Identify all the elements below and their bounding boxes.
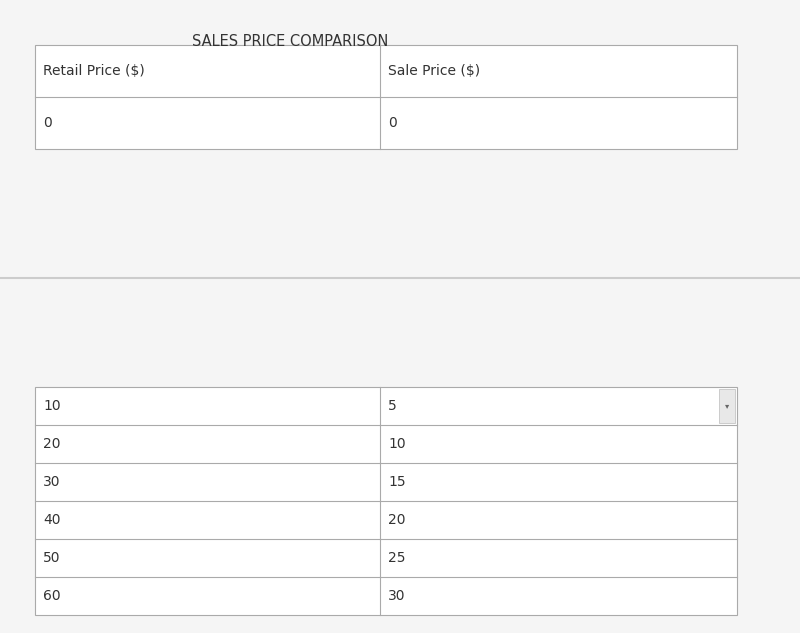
Text: 10: 10 (388, 437, 406, 451)
Bar (35, 45, 737, 149)
Bar (35, 387, 737, 615)
Text: ▾: ▾ (725, 401, 729, 410)
Text: 30: 30 (43, 475, 61, 489)
Text: Sale Price ($): Sale Price ($) (388, 64, 480, 78)
Bar (719, 389, 735, 423)
Text: 20: 20 (43, 437, 61, 451)
Text: 0: 0 (388, 116, 397, 130)
Text: SALES PRICE COMPARISON: SALES PRICE COMPARISON (192, 34, 388, 49)
Text: Retail Price ($): Retail Price ($) (43, 64, 145, 78)
Text: 20: 20 (388, 513, 406, 527)
Text: 5: 5 (388, 399, 397, 413)
Text: 15: 15 (388, 475, 406, 489)
Text: 50: 50 (43, 551, 61, 565)
Text: 25: 25 (388, 551, 406, 565)
Text: 60: 60 (43, 589, 61, 603)
Text: 30: 30 (388, 589, 406, 603)
Text: 40: 40 (43, 513, 61, 527)
Text: 10: 10 (43, 399, 61, 413)
Text: 0: 0 (43, 116, 52, 130)
